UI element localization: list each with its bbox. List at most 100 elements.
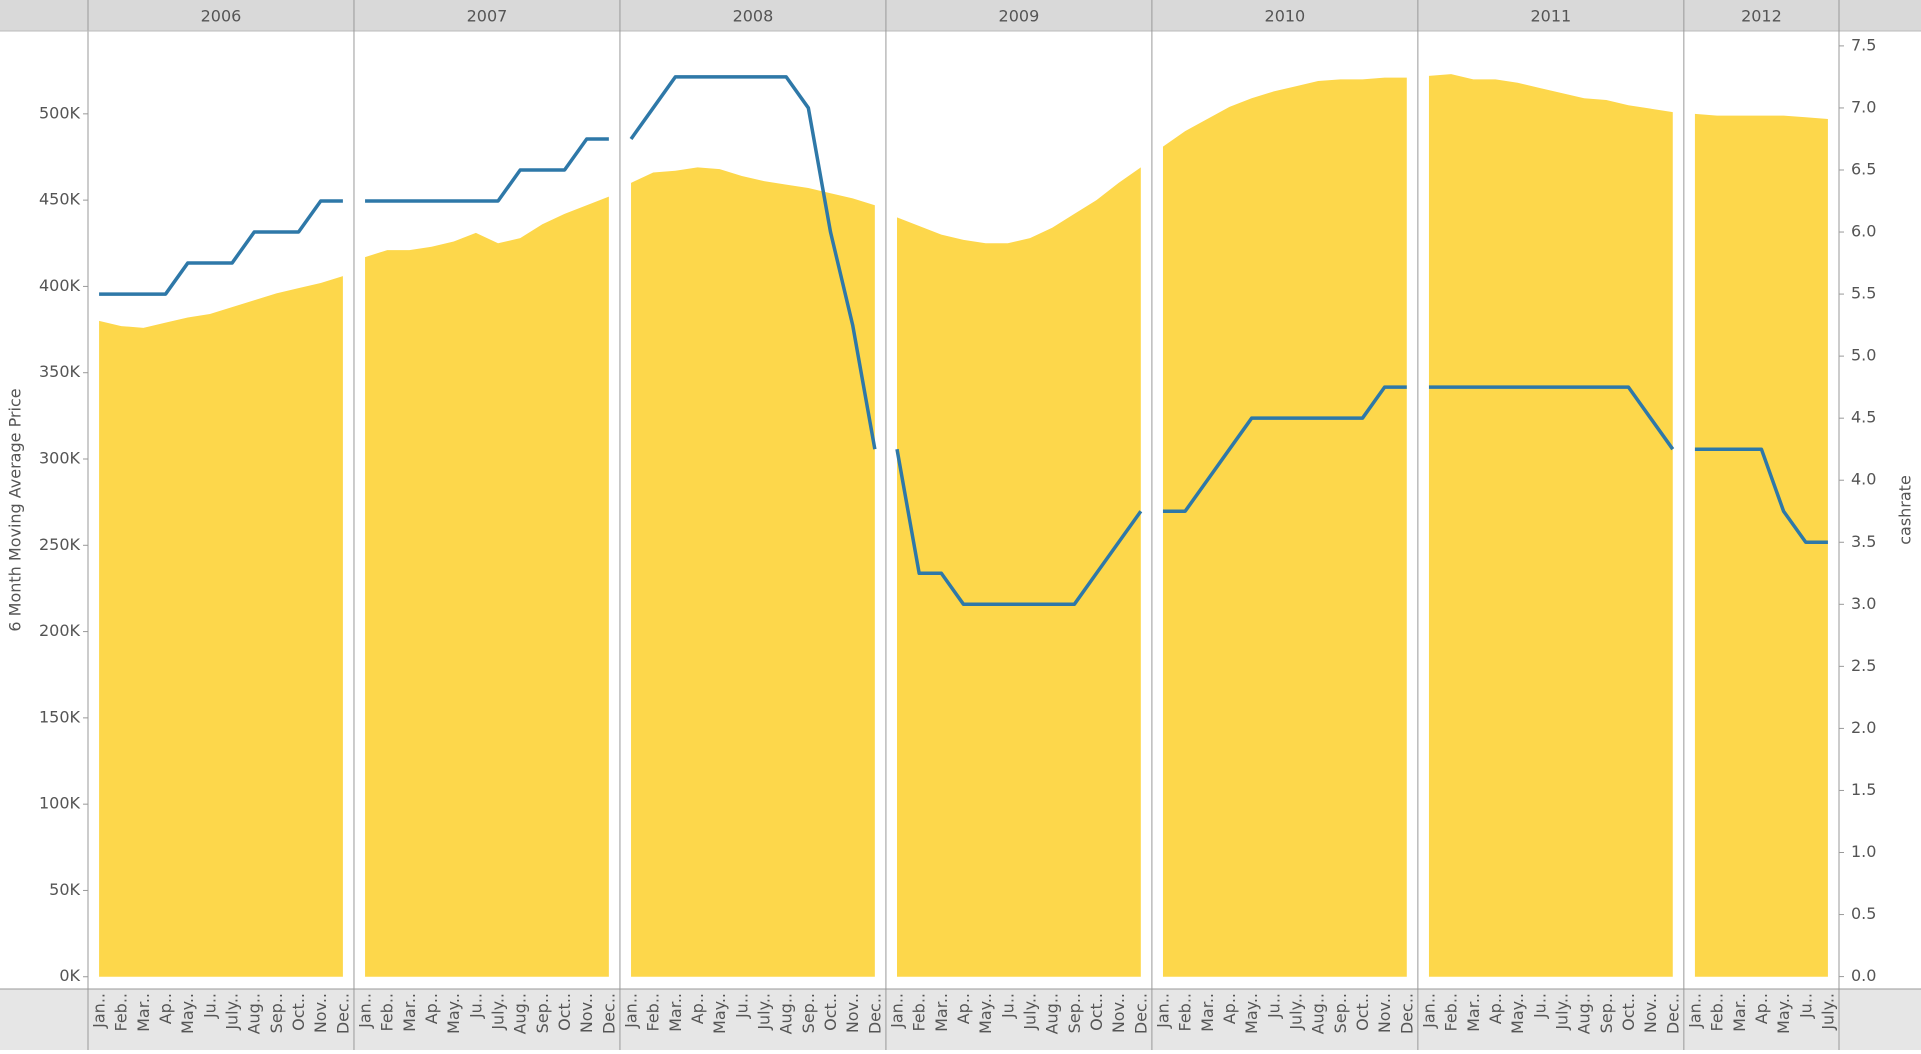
- x-tick-label: Ju..: [466, 993, 485, 1019]
- y2-tick-label: 2.0: [1851, 718, 1876, 737]
- x-tick-label: Jan..: [888, 993, 907, 1029]
- x-tick-label: Feb..: [378, 993, 397, 1032]
- y-tick-label: 200K: [39, 621, 81, 640]
- x-tick-label: Jan..: [1153, 993, 1172, 1029]
- x-tick-label: Aug..: [1575, 993, 1594, 1034]
- x-tick-label: July..: [1552, 993, 1571, 1031]
- cashrate-line: [99, 199, 343, 296]
- footer-strip: [0, 989, 1921, 1050]
- x-tick-label: Ap..: [1486, 993, 1505, 1024]
- x-tick-label: May..: [1242, 993, 1261, 1034]
- x-tick-label: Sep..: [799, 993, 818, 1033]
- x-tick-label: Mar..: [134, 993, 153, 1032]
- x-tick-label: Mar..: [400, 993, 419, 1032]
- x-tick-label: Dec..: [333, 993, 352, 1034]
- panel-title: 2012: [1741, 7, 1782, 26]
- price-area: [1162, 77, 1407, 977]
- x-tick-label: July..: [1020, 993, 1039, 1031]
- y2-tick-label: 2.5: [1851, 656, 1876, 675]
- y-tick-label: 150K: [39, 707, 81, 726]
- y-tick-label: 250K: [39, 535, 81, 554]
- x-tick-label: Jan..: [622, 993, 641, 1029]
- x-tick-label: July..: [1818, 993, 1837, 1031]
- y-tick-label: 300K: [39, 449, 81, 468]
- y2-tick-label: 4.5: [1851, 408, 1876, 427]
- y2-tick-label: 6.5: [1851, 159, 1876, 178]
- x-tick-label: Oct..: [289, 993, 308, 1031]
- x-tick-label: Dec..: [1397, 993, 1416, 1034]
- x-tick-label: May..: [444, 993, 463, 1034]
- x-tick-label: Sep..: [1065, 993, 1084, 1033]
- x-tick-label: Feb..: [910, 993, 929, 1032]
- y-tick-label: 0K: [59, 966, 80, 985]
- price-area: [631, 167, 875, 977]
- x-tick-label: Dec..: [599, 993, 618, 1034]
- price-area: [1428, 74, 1673, 977]
- y2-tick-label: 6.0: [1851, 222, 1876, 241]
- x-tick-label: Ap..: [954, 993, 973, 1024]
- x-tick-label: July..: [1286, 993, 1305, 1031]
- y2-tick-label: 3.0: [1851, 594, 1876, 613]
- y2-tick-label: 5.5: [1851, 284, 1876, 303]
- panel-title: 2008: [733, 7, 774, 26]
- x-tick-label: Jan..: [1419, 993, 1438, 1029]
- y-tick-label: 50K: [49, 880, 80, 899]
- x-tick-label: Oct..: [1619, 993, 1638, 1031]
- x-tick-label: Nov..: [1375, 993, 1394, 1033]
- x-tick-label: Jan..: [356, 993, 375, 1029]
- panel-title: 2007: [467, 7, 508, 26]
- x-tick-label: Feb..: [112, 993, 131, 1032]
- x-tick-label: Mar..: [1730, 993, 1749, 1032]
- price-area: [1694, 113, 1828, 977]
- x-tick-label: May..: [1774, 993, 1793, 1034]
- y2-tick-label: 1.0: [1851, 842, 1876, 861]
- x-tick-label: Oct..: [1353, 993, 1372, 1031]
- x-tick-label: Nov..: [577, 993, 596, 1033]
- price-area: [365, 196, 609, 977]
- x-tick-label: Nov..: [843, 993, 862, 1033]
- x-tick-label: Jan..: [90, 993, 109, 1029]
- x-tick-label: Sep..: [533, 993, 552, 1033]
- y-tick-label: 500K: [39, 103, 81, 122]
- x-tick-label: July..: [489, 993, 508, 1031]
- cashrate-line: [365, 137, 609, 203]
- x-tick-label: Sep..: [1331, 993, 1350, 1033]
- x-tick-label: Mar..: [1464, 993, 1483, 1032]
- y2-tick-label: 0.0: [1851, 966, 1876, 985]
- x-tick-label: Nov..: [1641, 993, 1660, 1033]
- x-tick-label: Feb..: [644, 993, 663, 1032]
- x-tick-label: Aug..: [777, 993, 796, 1034]
- cashrate-line: [629, 75, 877, 450]
- x-tick-label: Oct..: [555, 993, 574, 1031]
- x-tick-label: Ju..: [1530, 993, 1549, 1019]
- y2-tick-label: 7.5: [1851, 35, 1876, 54]
- x-tick-label: Ju..: [200, 993, 219, 1019]
- x-tick-label: Feb..: [1708, 993, 1727, 1032]
- x-tick-label: Ju..: [998, 993, 1017, 1019]
- x-tick-label: Sep..: [267, 993, 286, 1033]
- x-tick-label: Mar..: [666, 993, 685, 1032]
- x-tick-label: Ap..: [688, 993, 707, 1024]
- x-tick-label: Jan..: [1685, 993, 1704, 1029]
- x-tick-label: Oct..: [1087, 993, 1106, 1031]
- x-tick-label: Aug..: [1043, 993, 1062, 1034]
- x-tick-label: July..: [755, 993, 774, 1031]
- y2-tick-label: 4.0: [1851, 470, 1876, 489]
- x-tick-label: Feb..: [1442, 993, 1461, 1032]
- cashrate-line: [1162, 385, 1407, 513]
- panel-title: 2009: [999, 7, 1040, 26]
- y2-tick-label: 1.5: [1851, 780, 1876, 799]
- x-tick-label: Mar..: [1198, 993, 1217, 1032]
- x-tick-label: May..: [178, 993, 197, 1034]
- x-tick-label: Ju..: [1264, 993, 1283, 1019]
- x-tick-label: Aug..: [1309, 993, 1328, 1034]
- y-tick-label: 400K: [39, 276, 81, 295]
- y2-axis-title: cashrate: [1896, 475, 1915, 545]
- y-tick-label: 450K: [39, 190, 81, 209]
- x-tick-label: Ju..: [1796, 993, 1815, 1019]
- panel-title: 2010: [1265, 7, 1306, 26]
- x-tick-label: July..: [223, 993, 242, 1031]
- x-tick-label: Ap..: [1752, 993, 1771, 1024]
